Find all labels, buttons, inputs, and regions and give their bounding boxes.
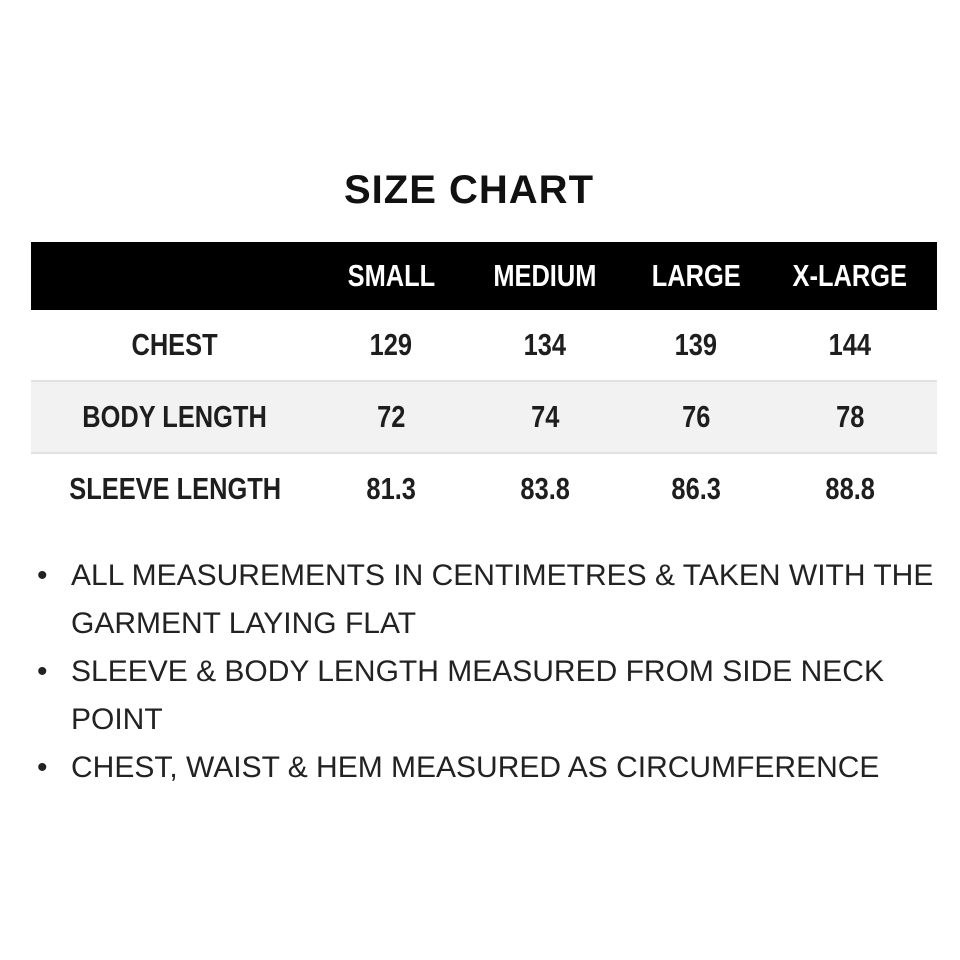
table-cell: 139 (674, 327, 718, 362)
table-cell: 134 (523, 327, 567, 362)
bullet-icon: • (37, 655, 48, 688)
page-title: SIZE CHART (344, 168, 594, 212)
note-text: SLEEVE & BODY LENGTH MEASURED FROM SIDE … (71, 655, 884, 736)
row-label: BODY LENGTH (82, 399, 268, 434)
note-text: ALL MEASUREMENTS IN CENTIMETRES & TAKEN … (71, 559, 934, 640)
table-cell: 76 (681, 399, 711, 434)
size-table: SMALL MEDIUM LARGE X-LARGE CHEST 129 134… (31, 242, 937, 524)
header-label: MEDIUM (493, 258, 597, 293)
table-header-row: SMALL MEDIUM LARGE X-LARGE (31, 242, 937, 310)
table-cell: 83.8 (520, 471, 570, 506)
table-cell: 78 (835, 399, 865, 434)
header-large: LARGE (596, 242, 796, 310)
measurement-notes: • ALL MEASUREMENTS IN CENTIMETRES & TAKEN… (37, 552, 937, 792)
table-cell: 81.3 (366, 471, 416, 506)
note-item: • CHEST, WAIST & HEM MEASURED AS CIRCUMFE… (37, 744, 937, 792)
table-row-sleeve-length: SLEEVE LENGTH 81.3 83.8 86.3 88.8 (31, 452, 937, 524)
header-label: SMALL (347, 258, 435, 293)
row-label: SLEEVE LENGTH (69, 471, 281, 506)
table-cell: 88.8 (825, 471, 875, 506)
table-cell: 74 (530, 399, 560, 434)
bullet-icon: • (37, 559, 48, 592)
table-row-chest: CHEST 129 134 139 144 (31, 310, 937, 380)
header-label: X-LARGE (792, 258, 908, 293)
table-cell: 86.3 (671, 471, 721, 506)
note-item: • SLEEVE & BODY LENGTH MEASURED FROM SIDE… (37, 648, 937, 744)
table-cell: 72 (376, 399, 406, 434)
table-cell: 144 (828, 327, 872, 362)
table-cell: 129 (369, 327, 413, 362)
note-item: • ALL MEASUREMENTS IN CENTIMETRES & TAKEN… (37, 552, 937, 648)
header-medium: MEDIUM (445, 242, 645, 310)
row-label: CHEST (131, 327, 219, 362)
header-small: SMALL (291, 242, 491, 310)
bullet-icon: • (37, 751, 48, 784)
table-row-body-length: BODY LENGTH 72 74 76 78 (31, 380, 937, 452)
header-x-large: X-LARGE (750, 242, 950, 310)
note-text: CHEST, WAIST & HEM MEASURED AS CIRCUMFER… (71, 751, 880, 784)
header-label: LARGE (651, 258, 741, 293)
